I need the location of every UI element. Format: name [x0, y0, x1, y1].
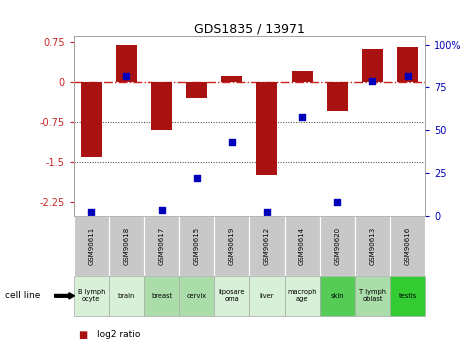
Point: [123, 73, 130, 78]
Text: liver: liver: [260, 293, 274, 299]
Text: cervix: cervix: [187, 293, 207, 299]
Text: GSM90614: GSM90614: [299, 227, 305, 265]
Point: [158, 208, 165, 213]
Text: GSM90619: GSM90619: [229, 227, 235, 265]
Bar: [116, 45, 137, 82]
Point: [404, 73, 411, 78]
Bar: [362, 49, 383, 82]
Point: [193, 175, 200, 181]
Point: [369, 78, 376, 83]
Bar: [179, 276, 214, 316]
Point: [87, 209, 95, 215]
Text: testis: testis: [399, 293, 417, 299]
Point: [298, 114, 306, 119]
Bar: [320, 216, 355, 276]
Text: liposare
oma: liposare oma: [218, 289, 245, 302]
Text: macroph
age: macroph age: [287, 289, 317, 302]
Bar: [109, 216, 144, 276]
Text: GSM90612: GSM90612: [264, 227, 270, 265]
Bar: [144, 216, 179, 276]
Text: GSM90620: GSM90620: [334, 227, 340, 265]
Bar: [327, 82, 348, 111]
Bar: [214, 276, 249, 316]
Bar: [214, 216, 249, 276]
Text: cell line: cell line: [5, 291, 40, 300]
Bar: [74, 276, 109, 316]
Bar: [186, 82, 207, 98]
Text: brain: brain: [118, 293, 135, 299]
Bar: [151, 82, 172, 130]
Bar: [320, 276, 355, 316]
Bar: [390, 216, 425, 276]
Bar: [397, 47, 418, 82]
Bar: [355, 276, 390, 316]
Text: log2 ratio: log2 ratio: [97, 330, 141, 339]
Bar: [285, 276, 320, 316]
Title: GDS1835 / 13971: GDS1835 / 13971: [194, 22, 305, 35]
Bar: [355, 216, 390, 276]
Bar: [74, 216, 109, 276]
Text: T lymph
oblast: T lymph oblast: [359, 289, 386, 302]
Text: GSM90618: GSM90618: [124, 227, 129, 265]
Text: skin: skin: [331, 293, 344, 299]
Bar: [292, 71, 313, 82]
Text: ■: ■: [78, 330, 87, 339]
Text: B lymph
ocyte: B lymph ocyte: [77, 289, 105, 302]
Bar: [256, 82, 277, 176]
Bar: [249, 216, 285, 276]
Text: GSM90611: GSM90611: [88, 227, 94, 265]
Bar: [221, 76, 242, 82]
Point: [263, 209, 271, 215]
Text: GSM90613: GSM90613: [370, 227, 375, 265]
Bar: [109, 276, 144, 316]
Bar: [390, 276, 425, 316]
Bar: [144, 276, 179, 316]
Text: GSM90616: GSM90616: [405, 227, 410, 265]
Bar: [285, 216, 320, 276]
Text: GSM90617: GSM90617: [159, 227, 164, 265]
Text: breast: breast: [151, 293, 172, 299]
Bar: [249, 276, 285, 316]
Point: [228, 139, 236, 145]
Point: [333, 199, 341, 205]
Bar: [179, 216, 214, 276]
Bar: [81, 82, 102, 157]
Text: GSM90615: GSM90615: [194, 227, 200, 265]
